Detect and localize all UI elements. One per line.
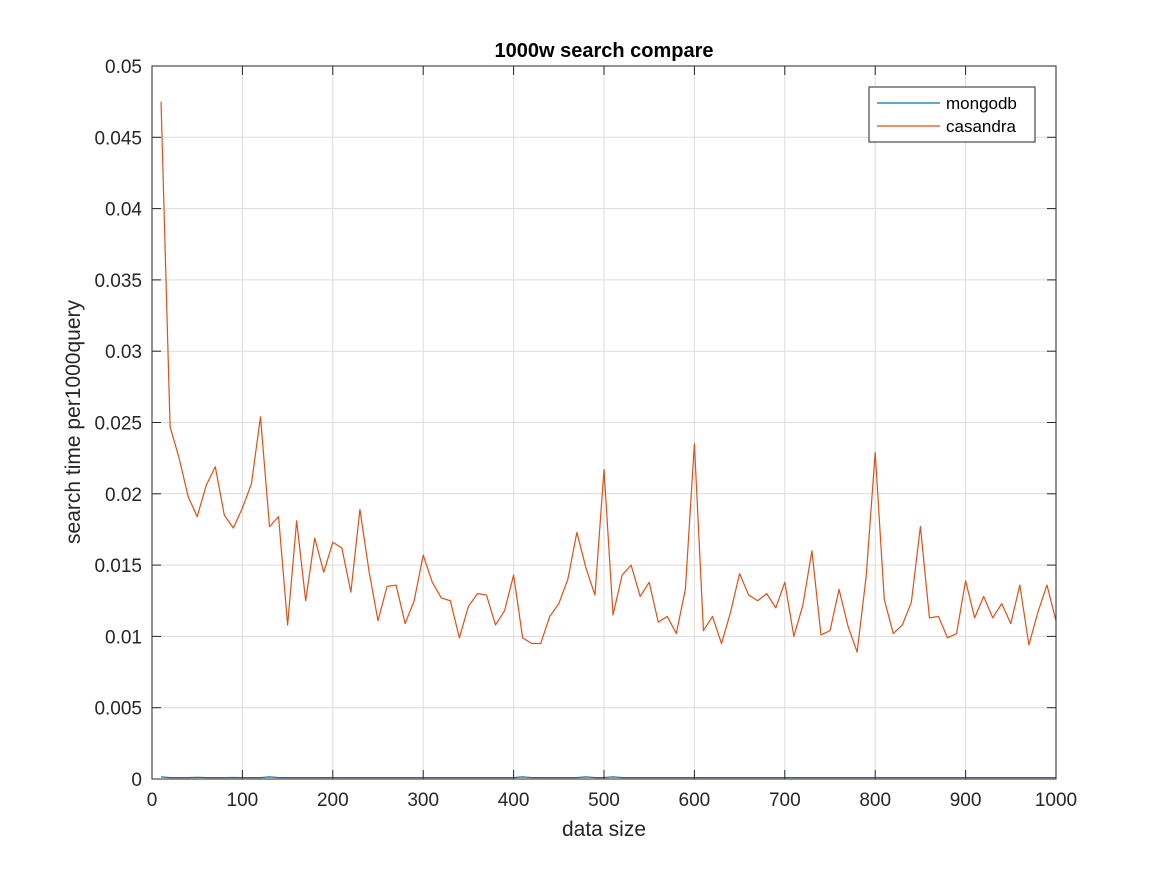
y-tick-label: 0.005 xyxy=(94,699,142,720)
legend: mongodb casandra xyxy=(868,86,1036,143)
y-tick-label: 0.01 xyxy=(105,627,142,648)
y-axis-label: search time per1000query xyxy=(62,300,85,544)
legend-box xyxy=(868,86,1036,143)
series-line-casandra xyxy=(160,101,1057,653)
x-tick-label: 500 xyxy=(588,790,620,811)
x-tick-label: 300 xyxy=(407,790,439,811)
x-axis-label: data size xyxy=(562,818,646,841)
x-tick-label: 400 xyxy=(498,790,530,811)
y-tick-label: 0 xyxy=(131,770,142,791)
y-tick-label: 0.015 xyxy=(94,556,142,577)
series-line-mongodb xyxy=(160,776,1056,779)
y-tick-label: 0.02 xyxy=(105,485,142,506)
legend-label-mongodb: mongodb xyxy=(946,94,1017,113)
y-tick-label: 0.035 xyxy=(94,271,142,292)
y-tick-label: 0.05 xyxy=(105,57,142,78)
y-tick-label: 0.025 xyxy=(94,414,142,435)
x-tick-label: 200 xyxy=(317,790,349,811)
plot-area xyxy=(160,101,1057,779)
x-tick-label: 1000 xyxy=(1035,790,1077,811)
x-tick-label: 700 xyxy=(769,790,801,811)
axes-ticks: 0 100 200 300 400 500 600 700 800 900 1000 0 0.005 0.… xyxy=(94,57,1077,811)
x-tick-label: 600 xyxy=(679,790,711,811)
y-tick-label: 0.045 xyxy=(94,128,142,149)
y-tick-label: 0.03 xyxy=(105,342,142,363)
x-tick-label: 900 xyxy=(950,790,982,811)
chart-title: 1000w search compare xyxy=(494,40,713,62)
x-tick-label: 800 xyxy=(859,790,891,811)
y-tick-label: 0.04 xyxy=(105,200,142,221)
x-tick-label: 0 xyxy=(147,790,158,811)
x-tick-label: 100 xyxy=(227,790,259,811)
legend-label-casandra: casandra xyxy=(946,117,1016,136)
